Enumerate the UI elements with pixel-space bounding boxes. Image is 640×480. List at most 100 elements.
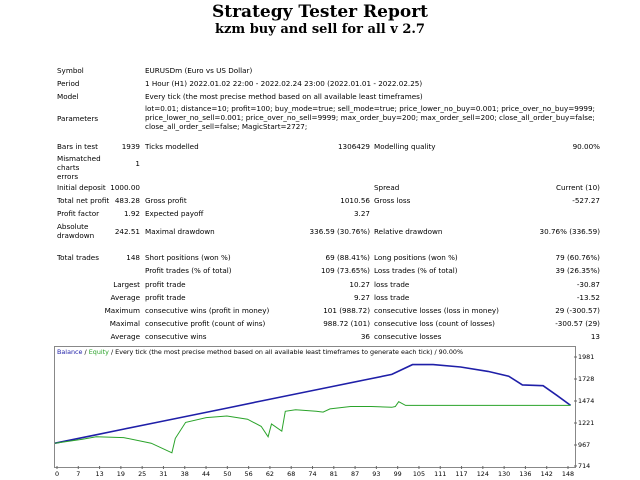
quality-value: 90.00% bbox=[572, 142, 600, 151]
gross-loss-label: Gross loss bbox=[374, 196, 411, 205]
loss-trades-label: Loss trades (% of total) bbox=[374, 266, 458, 275]
report-title: Strategy Tester Report bbox=[211, 2, 429, 22]
max-cons-wins-value: 101 (988.72) bbox=[323, 306, 370, 315]
y-tick-label: 1474 bbox=[578, 397, 595, 405]
x-tick-label: 142 bbox=[540, 470, 553, 478]
largest-loss-label: loss trade bbox=[374, 280, 410, 289]
short-positions-value: 69 (88.41%) bbox=[325, 253, 370, 262]
relative-drawdown-label: Relative drawdown bbox=[374, 227, 443, 236]
expected-payoff-label: Expected payoff bbox=[145, 209, 204, 218]
ticks-label: Ticks modelled bbox=[145, 142, 199, 151]
average-label: Average bbox=[110, 293, 140, 302]
largest-profit-value: 10.27 bbox=[349, 280, 370, 289]
profit-factor-label: Profit factor bbox=[57, 209, 100, 218]
largest-profit-label: profit trade bbox=[145, 280, 186, 289]
x-tick-label: 130 bbox=[498, 470, 511, 478]
average-cons-wins-label: consecutive wins bbox=[145, 332, 207, 341]
average-loss-label: loss trade bbox=[374, 293, 410, 302]
bars-label: Bars in test bbox=[57, 142, 98, 151]
x-tick-label: 87 bbox=[351, 470, 360, 478]
symbol-label: Symbol bbox=[57, 66, 84, 75]
largest-label: Largest bbox=[113, 280, 140, 289]
x-tick-label: 93 bbox=[372, 470, 381, 478]
average-cons-label: Average bbox=[110, 332, 140, 341]
average-cons-losses-label: consecutive losses bbox=[374, 332, 442, 341]
x-tick-label: 31 bbox=[159, 470, 168, 478]
spread-value: Current (10) bbox=[555, 183, 600, 192]
loss-trades-value: 39 (26.35%) bbox=[555, 266, 600, 275]
absolute-drawdown-label: Absolute drawdown bbox=[57, 222, 95, 240]
profit-trades-label: Profit trades (% of total) bbox=[145, 266, 232, 275]
y-tick-label: 1981 bbox=[578, 353, 595, 361]
long-positions-value: 79 (60.76%) bbox=[555, 253, 600, 262]
period-label: Period bbox=[57, 79, 80, 88]
x-tick-label: 13 bbox=[95, 470, 104, 478]
total-trades-value: 148 bbox=[126, 253, 140, 262]
period-value: 1 Hour (H1) 2022.01.02 22:00 - 2022.02.2… bbox=[145, 79, 423, 88]
x-tick-label: 50 bbox=[223, 470, 232, 478]
x-tick-label: 117 bbox=[455, 470, 468, 478]
absolute-drawdown-value: 242.51 bbox=[114, 227, 140, 236]
legend-equity: Equity bbox=[88, 348, 109, 356]
average-profit-label: profit trade bbox=[145, 293, 186, 302]
model-label: Model bbox=[57, 92, 79, 101]
profit-trades-value: 109 (73.65%) bbox=[320, 266, 370, 275]
deposit-label: Initial deposit bbox=[57, 183, 106, 192]
profit-factor-value: 1.92 bbox=[123, 209, 140, 218]
average-profit-value: 9.27 bbox=[353, 293, 370, 302]
equity-line bbox=[54, 401, 571, 454]
largest-loss-value: -30.87 bbox=[576, 280, 600, 289]
maximal-drawdown-value: 336.59 (30.76%) bbox=[309, 227, 370, 236]
x-tick-label: 124 bbox=[476, 470, 489, 478]
legend-description: / Every tick (the most precise method ba… bbox=[108, 348, 464, 356]
x-tick-label: 105 bbox=[412, 470, 426, 478]
y-tick-label: 1221 bbox=[578, 419, 595, 427]
y-tick-label: 967 bbox=[578, 441, 591, 449]
x-tick-label: 38 bbox=[180, 470, 189, 478]
spread-label: Spread bbox=[374, 183, 400, 192]
max-cons-losses-label: consecutive losses (loss in money) bbox=[374, 306, 499, 315]
ticks-value: 1306429 bbox=[337, 142, 370, 151]
x-tick-label: 68 bbox=[287, 470, 296, 478]
maximal-cons-loss-label: consecutive loss (count of losses) bbox=[374, 319, 495, 328]
average-loss-value: -13.52 bbox=[576, 293, 600, 302]
x-tick-label: 74 bbox=[308, 470, 317, 478]
x-tick-label: 0 bbox=[54, 470, 60, 478]
maximal-drawdown-label: Maximal drawdown bbox=[145, 227, 215, 236]
maximal-cons-profit-value: 988.72 (101) bbox=[323, 319, 370, 328]
total-trades-label: Total trades bbox=[57, 253, 99, 262]
net-profit-label: Total net profit bbox=[57, 196, 110, 205]
model-value: Every tick (the most precise method base… bbox=[145, 92, 423, 101]
quality-label: Modelling quality bbox=[374, 142, 436, 151]
maximal-label: Maximal bbox=[109, 319, 140, 328]
expected-payoff-value: 3.27 bbox=[353, 209, 370, 218]
relative-drawdown-value: 30.76% (336.59) bbox=[539, 227, 600, 236]
report-subtitle: kzm buy and sell for all v 2.7 bbox=[215, 22, 425, 37]
deposit-value: 1000.00 bbox=[110, 183, 140, 192]
average-cons-wins-value: 36 bbox=[360, 332, 370, 341]
x-tick-label: 148 bbox=[561, 470, 575, 478]
y-tick-label: 1728 bbox=[578, 375, 595, 383]
long-positions-label: Long positions (won %) bbox=[374, 253, 458, 262]
average-cons-losses-value: 13 bbox=[590, 332, 600, 341]
x-tick-label: 111 bbox=[434, 470, 447, 478]
gross-loss-value: -527.27 bbox=[572, 196, 600, 205]
chart-legend: Balance / Equity / Every tick (the most … bbox=[57, 348, 463, 356]
x-tick-label: 56 bbox=[244, 470, 253, 478]
x-tick-label: 99 bbox=[393, 470, 402, 478]
max-cons-losses-value: 29 (-300.57) bbox=[555, 306, 600, 315]
balance-line bbox=[54, 363, 572, 444]
y-tick-label: 714 bbox=[578, 462, 591, 470]
x-tick-label: 44 bbox=[201, 470, 211, 478]
x-tick-label: 81 bbox=[329, 470, 338, 478]
gross-profit-value: 1010.56 bbox=[340, 196, 370, 205]
x-tick-label: 7 bbox=[76, 470, 81, 478]
balance-equity-chart bbox=[54, 346, 576, 468]
mismatch-value: 1 bbox=[135, 159, 140, 168]
x-tick-label: 25 bbox=[138, 470, 147, 478]
legend-balance: Balance bbox=[57, 348, 83, 356]
symbol-value: EURUSDm (Euro vs US Dollar) bbox=[145, 66, 253, 75]
maximal-cons-profit-label: consecutive profit (count of wins) bbox=[145, 319, 266, 328]
legend-separator: / bbox=[82, 348, 89, 356]
